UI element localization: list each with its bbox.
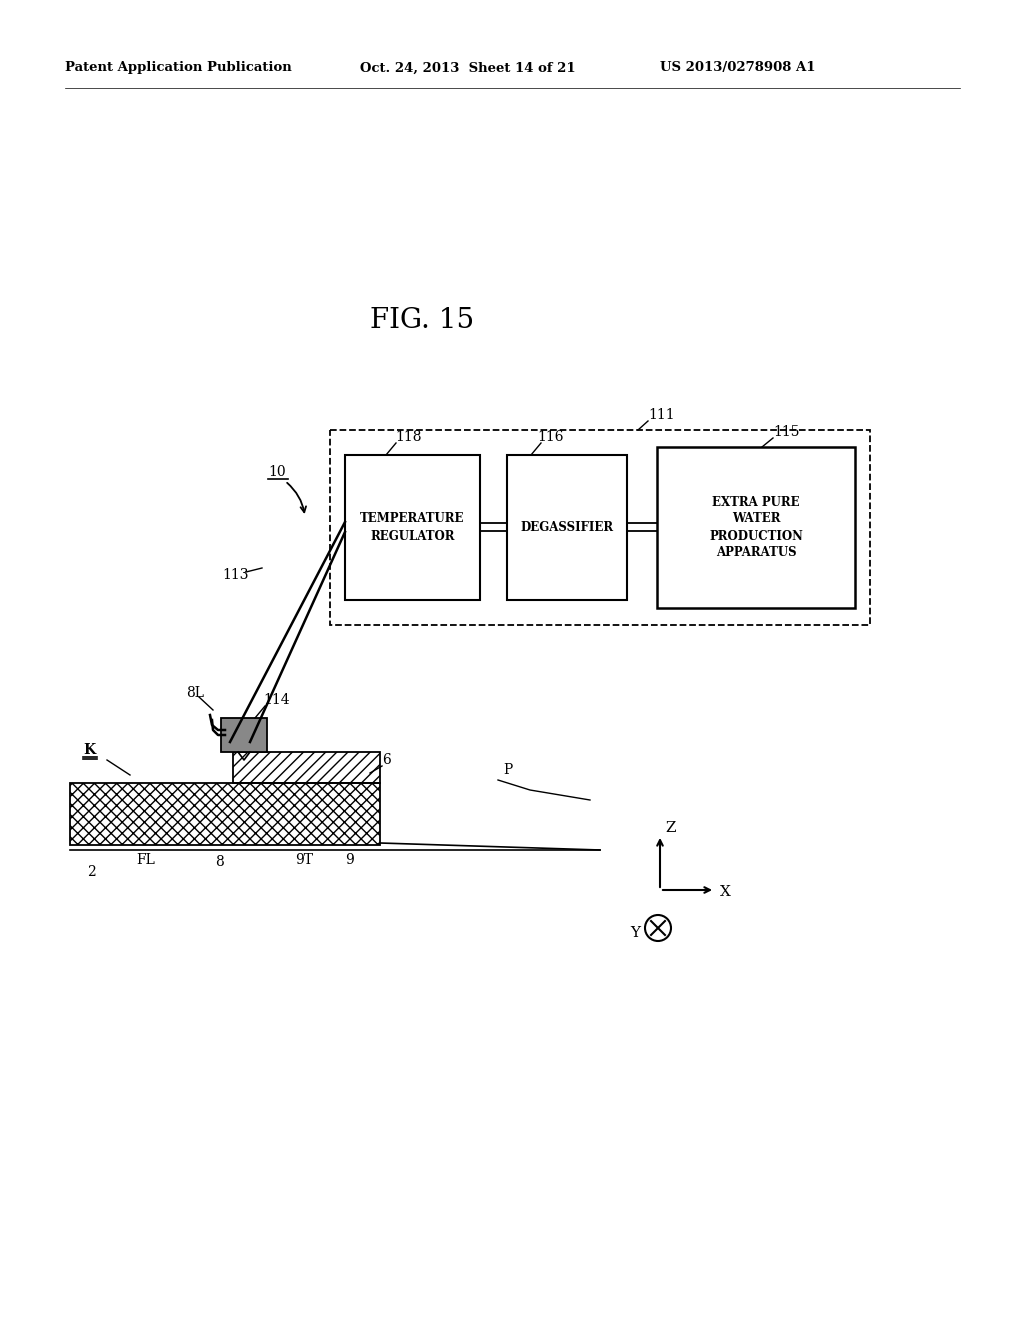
Text: K: K <box>83 743 95 756</box>
Bar <box>507 455 627 601</box>
Text: P: P <box>503 763 512 777</box>
Text: Patent Application Publication: Patent Application Publication <box>65 62 292 74</box>
Text: 111: 111 <box>648 408 675 422</box>
Bar <box>233 752 380 783</box>
Text: 9T: 9T <box>295 853 313 867</box>
Text: 114: 114 <box>263 693 290 708</box>
Text: 9: 9 <box>345 853 353 867</box>
Text: 8L: 8L <box>186 686 204 700</box>
Bar <box>345 455 480 601</box>
Text: 118: 118 <box>395 430 422 444</box>
Text: 116: 116 <box>537 430 563 444</box>
Text: Z: Z <box>665 821 676 836</box>
Bar <box>221 718 267 752</box>
Circle shape <box>645 915 671 941</box>
Text: FIG. 15: FIG. 15 <box>370 306 474 334</box>
Bar <box>657 447 855 609</box>
Text: 10: 10 <box>268 465 286 479</box>
Text: Oct. 24, 2013  Sheet 14 of 21: Oct. 24, 2013 Sheet 14 of 21 <box>360 62 575 74</box>
Text: X: X <box>720 884 731 899</box>
Text: 2: 2 <box>87 865 96 879</box>
Bar <box>70 783 380 845</box>
Text: EXTRA PURE
WATER
PRODUCTION
APPARATUS: EXTRA PURE WATER PRODUCTION APPARATUS <box>709 495 803 560</box>
Text: Y: Y <box>630 927 640 940</box>
Text: 8: 8 <box>215 855 224 869</box>
Text: FL: FL <box>136 853 155 867</box>
Text: 6: 6 <box>382 752 391 767</box>
Text: DEGASSIFIER: DEGASSIFIER <box>520 521 613 535</box>
Text: US 2013/0278908 A1: US 2013/0278908 A1 <box>660 62 815 74</box>
Text: 115: 115 <box>773 425 800 440</box>
Text: 113: 113 <box>222 568 249 582</box>
Text: TEMPERATURE
REGULATOR: TEMPERATURE REGULATOR <box>360 512 465 543</box>
Bar <box>330 430 870 624</box>
